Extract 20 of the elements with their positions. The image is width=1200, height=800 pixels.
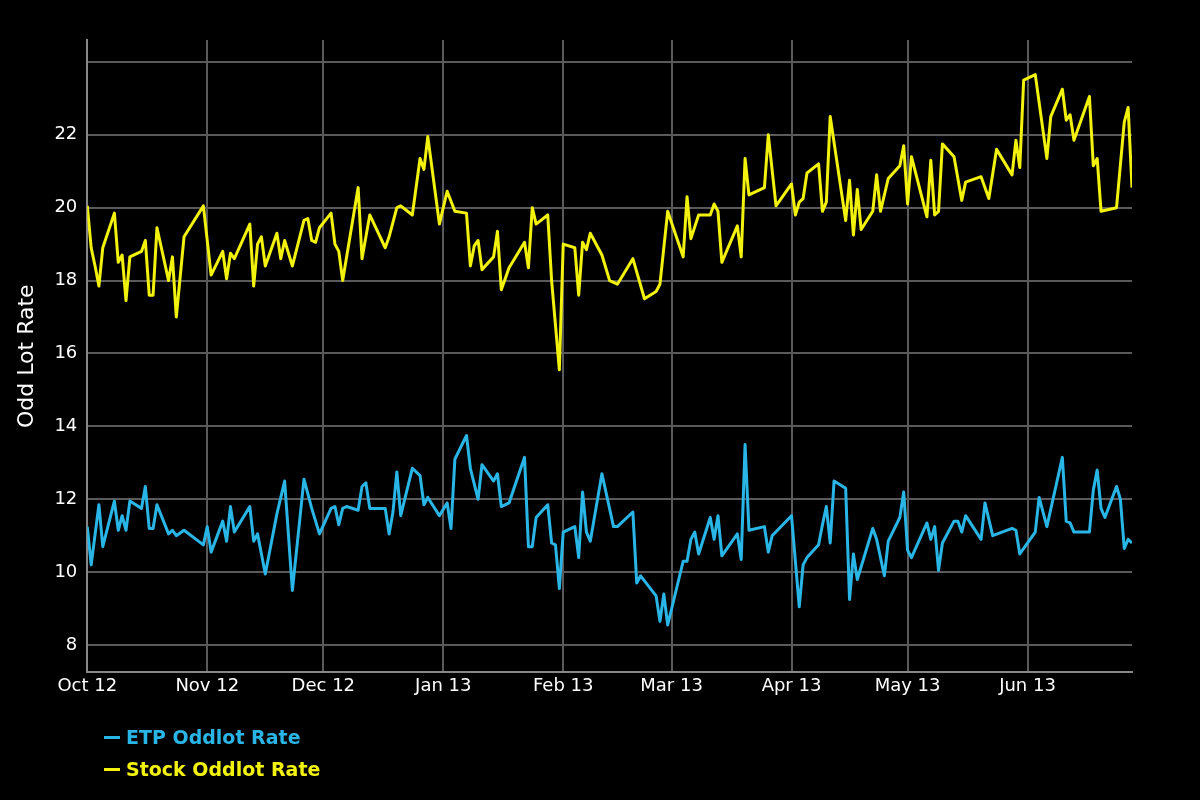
x-tick-label: Jun 13	[998, 673, 1056, 695]
x-tick-label: May 13	[874, 673, 941, 695]
x-tick-label: Mar 13	[640, 673, 703, 695]
y-tick-label: 14	[54, 414, 78, 436]
x-tick-label: Dec 12	[291, 673, 356, 695]
y-tick-label: 16	[54, 341, 78, 363]
x-tick-label: Jan 13	[414, 673, 472, 695]
y-tick-label: 20	[54, 195, 78, 217]
x-tick-label: Apr 13	[761, 673, 822, 695]
y-tick-label: 12	[54, 486, 78, 508]
x-tick-label: Nov 12	[175, 673, 240, 695]
y-tick-label: 8	[65, 632, 78, 654]
x-tick-label: Feb 13	[532, 673, 594, 695]
y-tick-label: 10	[54, 559, 78, 581]
x-tick-label: Oct 12	[57, 673, 118, 695]
y-tick-label: 22	[54, 122, 78, 144]
legend-label: ETP Oddlot Rate	[126, 726, 301, 748]
y-axis-title: Odd Lot Rate	[12, 284, 38, 429]
y-tick-label: 18	[54, 268, 78, 290]
legend-label: Stock Oddlot Rate	[126, 758, 321, 780]
